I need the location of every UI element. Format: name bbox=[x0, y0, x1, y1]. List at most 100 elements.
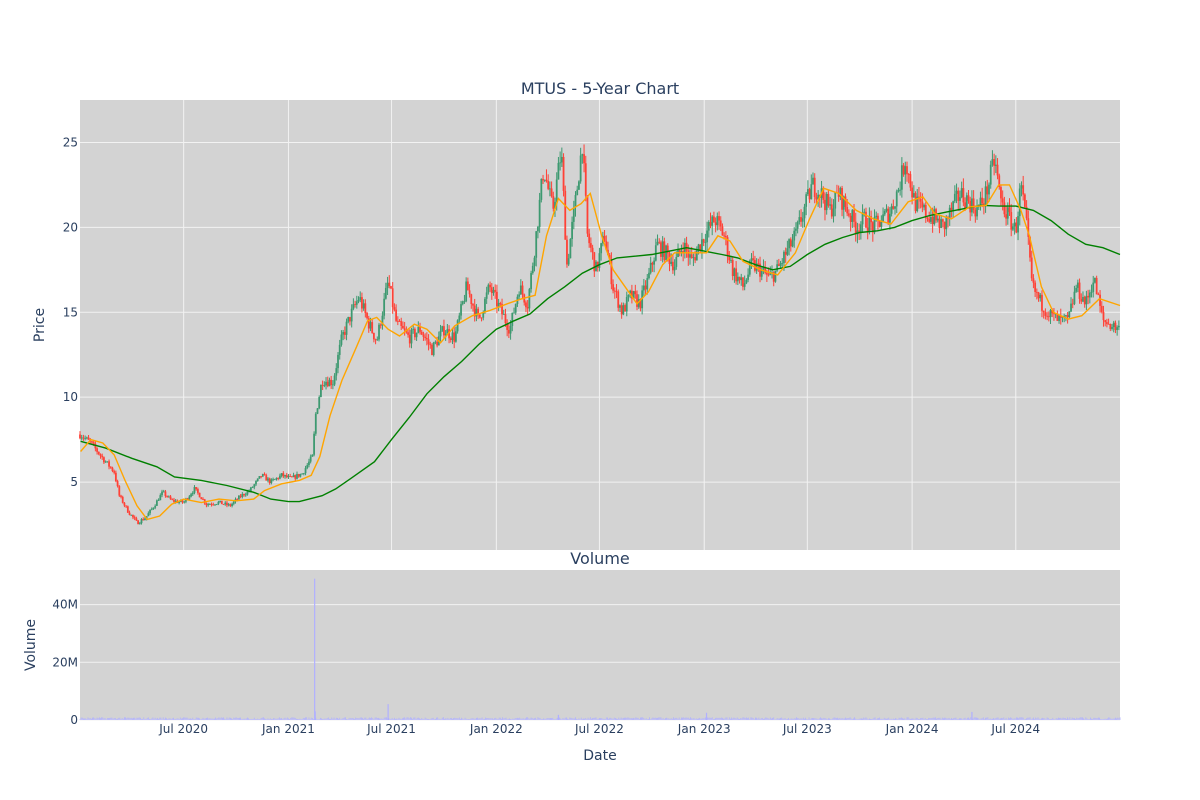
candle-body bbox=[338, 344, 341, 355]
volume-bar bbox=[92, 717, 93, 720]
candle-body bbox=[489, 284, 491, 288]
volume-bar bbox=[1036, 718, 1038, 720]
volume-bar bbox=[736, 717, 738, 720]
volume-bar bbox=[542, 719, 543, 720]
volume-bar bbox=[1084, 719, 1086, 720]
x-tick-label: Jul 2024 bbox=[990, 722, 1040, 736]
candle-body bbox=[743, 283, 746, 287]
candle-body bbox=[92, 442, 95, 444]
volume-bar bbox=[1058, 717, 1059, 720]
volume-bar bbox=[382, 719, 384, 720]
volume-bar bbox=[776, 718, 778, 720]
candle-body bbox=[1012, 226, 1014, 230]
candle-body bbox=[806, 189, 809, 195]
volume-bar bbox=[825, 718, 827, 720]
candle-body bbox=[964, 202, 966, 209]
volume-bar bbox=[186, 717, 188, 720]
volume-bar bbox=[470, 718, 472, 720]
volume-bar bbox=[391, 717, 393, 720]
candle-body bbox=[525, 302, 527, 308]
volume-bar bbox=[1041, 718, 1042, 720]
candle-body bbox=[155, 500, 158, 506]
candle-body bbox=[564, 190, 567, 240]
volume-bar bbox=[965, 718, 967, 720]
volume-bar bbox=[817, 719, 819, 720]
volume-bar bbox=[880, 718, 882, 720]
candle-body bbox=[617, 291, 620, 308]
candle-body bbox=[480, 317, 483, 319]
volume-bar bbox=[632, 718, 633, 720]
volume-bar bbox=[785, 719, 787, 720]
candle-body bbox=[328, 379, 331, 387]
candle-body bbox=[196, 489, 199, 493]
candle-body bbox=[388, 282, 391, 287]
volume-bar bbox=[373, 719, 375, 720]
volume-bar bbox=[714, 718, 715, 720]
volume-bar bbox=[1026, 718, 1027, 720]
volume-bar bbox=[807, 719, 809, 720]
volume-bar bbox=[1062, 717, 1064, 720]
candle-body bbox=[928, 218, 931, 222]
candle-body bbox=[258, 476, 261, 479]
candle-body bbox=[856, 230, 859, 235]
volume-bar bbox=[624, 717, 625, 720]
volume-bar bbox=[413, 717, 415, 720]
candle-body bbox=[410, 329, 413, 344]
volume-bar bbox=[310, 717, 312, 720]
candle-body bbox=[239, 495, 242, 497]
volume-bar bbox=[982, 717, 984, 720]
volume-bar bbox=[962, 719, 964, 720]
volume-bar bbox=[165, 717, 166, 720]
volume-bar-spike bbox=[314, 711, 316, 720]
volume-bar bbox=[108, 718, 109, 720]
candle-body bbox=[943, 221, 946, 230]
candle-body bbox=[967, 195, 970, 201]
candle-body bbox=[290, 476, 293, 478]
volume-bar bbox=[335, 717, 337, 720]
candle-body bbox=[948, 207, 951, 219]
volume-bar bbox=[899, 718, 901, 720]
volume-bar bbox=[579, 719, 581, 720]
candle-body bbox=[911, 187, 914, 198]
price-chart-title: MTUS - 5-Year Chart bbox=[521, 79, 679, 98]
candle-body bbox=[670, 261, 673, 264]
volume-bar bbox=[1096, 718, 1098, 720]
volume-bar bbox=[654, 717, 656, 720]
candle-body bbox=[651, 262, 654, 265]
volume-bar bbox=[790, 718, 792, 720]
candle-body bbox=[161, 491, 163, 496]
candle-body bbox=[507, 329, 510, 334]
volume-bar bbox=[559, 717, 560, 720]
candle-body bbox=[391, 288, 394, 308]
candle-body bbox=[757, 263, 760, 265]
candle-body bbox=[610, 259, 613, 285]
candle-body bbox=[740, 277, 743, 281]
volume-bar bbox=[932, 717, 934, 720]
volume-bar bbox=[709, 717, 711, 720]
candle-body bbox=[736, 276, 739, 282]
volume-bar bbox=[712, 719, 714, 720]
volume-bar bbox=[389, 718, 391, 720]
volume-bar bbox=[791, 718, 793, 720]
candle-body bbox=[174, 500, 177, 502]
candle-body bbox=[748, 261, 751, 275]
volume-bar bbox=[248, 718, 249, 720]
volume-bar bbox=[288, 718, 289, 720]
volume-bar bbox=[958, 718, 960, 720]
candle-body bbox=[224, 502, 227, 505]
volume-bar bbox=[226, 717, 228, 720]
candle-body bbox=[808, 189, 811, 200]
volume-bar bbox=[392, 718, 394, 720]
candle-body bbox=[367, 318, 370, 329]
volume-bar bbox=[304, 718, 305, 720]
candle-body bbox=[805, 194, 808, 207]
candle-body bbox=[386, 282, 389, 288]
volume-bar bbox=[185, 717, 187, 720]
volume-bar bbox=[908, 718, 910, 720]
candle-body bbox=[195, 487, 198, 490]
volume-bar bbox=[476, 717, 477, 720]
candle-body bbox=[680, 251, 683, 253]
volume-bar bbox=[296, 718, 297, 720]
volume-bar bbox=[874, 717, 876, 720]
candle-body bbox=[1094, 277, 1096, 283]
